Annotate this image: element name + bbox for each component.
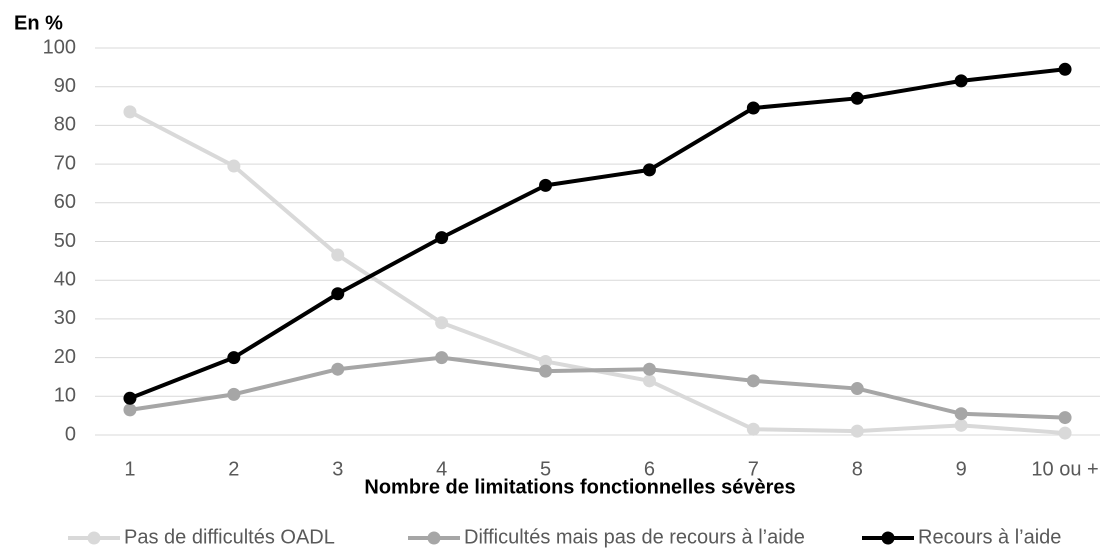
data-point [123, 105, 137, 119]
data-point [435, 231, 449, 245]
y-tick-label: 30 [54, 307, 76, 329]
y-tick-label: 50 [54, 230, 76, 252]
x-tick-label: 4 [436, 458, 447, 480]
y-tick-label: 60 [54, 191, 76, 213]
legend-label: Recours à l’aide [918, 526, 1061, 548]
y-tick-label: 100 [43, 36, 76, 58]
y-tick-label: 20 [54, 346, 76, 368]
data-point [1058, 62, 1072, 76]
x-axis-label: Nombre de limitations fonctionnelles sév… [364, 476, 795, 498]
data-point [227, 387, 241, 401]
data-point [642, 374, 656, 388]
data-point [746, 374, 760, 388]
legend-label: Difficultés mais pas de recours à l’aide [464, 526, 805, 548]
data-point [331, 362, 345, 376]
y-tick-label: 90 [54, 75, 76, 97]
x-tick-label: 7 [748, 458, 759, 480]
data-point [435, 351, 449, 365]
x-tick-label: 1 [124, 458, 135, 480]
x-tick-label: 5 [540, 458, 551, 480]
data-point [746, 422, 760, 436]
data-point [539, 364, 553, 378]
data-point [954, 407, 968, 421]
series-line [129, 355, 1066, 420]
legend-marker [881, 531, 895, 545]
x-tick-label: 8 [852, 458, 863, 480]
data-point [331, 287, 345, 301]
data-point [331, 248, 345, 262]
series-line [129, 67, 1066, 401]
data-point [850, 91, 864, 105]
y-tick-label: 10 [54, 385, 76, 407]
legend-label: Pas de difficultés OADL [124, 526, 335, 548]
data-point [642, 362, 656, 376]
x-tick-label: 3 [332, 458, 343, 480]
data-point [435, 316, 449, 330]
y-tick-label: 80 [54, 114, 76, 136]
data-point [746, 101, 760, 115]
data-point [227, 159, 241, 173]
legend-marker [87, 531, 101, 545]
y-tick-label: 0 [65, 423, 76, 445]
x-tick-label: 9 [956, 458, 967, 480]
data-point [850, 424, 864, 438]
data-point [954, 418, 968, 432]
data-point [850, 382, 864, 396]
data-point [642, 163, 656, 177]
data-point [539, 354, 553, 368]
y-tick-label: 40 [54, 268, 76, 290]
data-point [123, 391, 137, 405]
data-point [227, 351, 241, 365]
data-point [1058, 411, 1072, 425]
x-tick-label: 6 [644, 458, 655, 480]
data-point [123, 403, 137, 417]
x-tick-label: 10 ou + [1031, 458, 1098, 480]
data-point [1058, 426, 1072, 440]
legend-marker [427, 531, 441, 545]
data-point [539, 178, 553, 192]
y-tick-label: 70 [54, 152, 76, 174]
chart-title: En % [14, 12, 63, 34]
data-point [954, 74, 968, 88]
x-tick-label: 2 [228, 458, 239, 480]
